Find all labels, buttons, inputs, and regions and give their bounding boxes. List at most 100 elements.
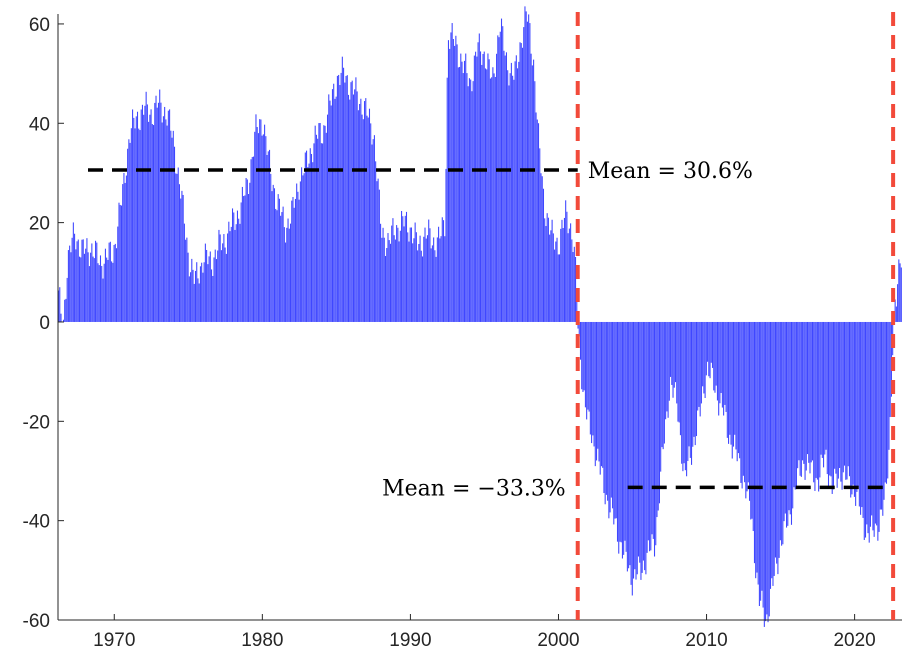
- bar: [433, 237, 435, 322]
- bar: [774, 321, 776, 558]
- bar: [476, 56, 478, 322]
- bar: [731, 321, 733, 459]
- bar: [878, 321, 880, 532]
- bar: [64, 299, 66, 322]
- bar: [243, 196, 245, 322]
- bar: [809, 321, 811, 474]
- bar: [325, 132, 327, 322]
- bar: [634, 321, 636, 570]
- bar: [753, 321, 756, 564]
- bar: [426, 235, 429, 322]
- bar: [196, 262, 198, 322]
- bar: [173, 146, 176, 322]
- bar: [377, 178, 379, 322]
- bar: [565, 200, 567, 322]
- bar: [202, 272, 204, 322]
- bar: [72, 222, 74, 322]
- bar: [144, 105, 146, 322]
- bar: [721, 321, 723, 408]
- bar: [514, 61, 516, 322]
- bar: [117, 226, 119, 322]
- bar: [345, 76, 347, 322]
- bar: [434, 250, 436, 322]
- bar: [613, 321, 615, 525]
- bar: [839, 321, 841, 468]
- bar: [491, 77, 493, 322]
- bar: [355, 77, 357, 322]
- bar: [471, 91, 473, 322]
- bar: [346, 75, 348, 322]
- bar: [69, 245, 71, 322]
- bar: [739, 321, 741, 459]
- bar: [555, 241, 557, 322]
- bar: [209, 251, 211, 322]
- bar: [181, 190, 183, 322]
- bar: [845, 321, 847, 480]
- bar: [306, 150, 308, 322]
- bar: [278, 198, 280, 322]
- bar: [649, 321, 651, 552]
- bar: [736, 321, 738, 462]
- bar: [684, 321, 686, 471]
- bar: [857, 321, 859, 488]
- bar: [282, 206, 284, 322]
- bar: [486, 69, 488, 322]
- bar: [558, 254, 561, 322]
- bar: [752, 321, 754, 532]
- bar: [658, 321, 660, 504]
- bar: [551, 219, 553, 322]
- bar: [760, 321, 762, 601]
- bar: [91, 243, 93, 322]
- bars-layer: [58, 6, 902, 627]
- y-tick-label: 20: [29, 214, 50, 235]
- bar: [463, 60, 466, 322]
- bar: [767, 321, 769, 623]
- bar: [608, 321, 610, 519]
- bar: [136, 111, 139, 322]
- bar: [742, 321, 744, 476]
- bar: [211, 269, 213, 322]
- bar: [577, 321, 579, 329]
- bar: [818, 321, 820, 492]
- bar: [526, 21, 528, 322]
- bar: [365, 98, 367, 322]
- bar: [587, 321, 589, 410]
- bar: [869, 321, 871, 527]
- bar: [860, 321, 862, 515]
- bar: [750, 321, 752, 520]
- bar: [320, 143, 322, 322]
- bar: [334, 98, 336, 322]
- bar: [718, 321, 720, 416]
- bar: [592, 321, 594, 436]
- bar: [728, 321, 730, 444]
- bar: [747, 321, 749, 483]
- bar: [808, 321, 810, 463]
- bar: [673, 321, 675, 388]
- bar: [58, 290, 60, 322]
- bar: [272, 184, 274, 322]
- bar: [254, 131, 256, 322]
- bar: [894, 299, 896, 322]
- bar: [720, 321, 722, 394]
- bar: [496, 53, 498, 322]
- bar: [248, 194, 250, 322]
- bar: [244, 195, 246, 322]
- bar: [493, 73, 495, 322]
- bar: [161, 122, 163, 322]
- bar: [298, 199, 300, 322]
- bar: [783, 321, 785, 522]
- bar: [602, 321, 604, 468]
- bar: [825, 321, 827, 450]
- bar: [297, 191, 299, 322]
- bar: [403, 226, 405, 322]
- bar: [228, 221, 230, 322]
- y-tick-label: -20: [23, 412, 50, 433]
- bar: [628, 321, 630, 569]
- bar: [642, 321, 644, 561]
- bar: [162, 116, 164, 322]
- bar: [604, 321, 606, 505]
- bar: [251, 156, 253, 322]
- bar: [167, 110, 169, 322]
- bar: [166, 125, 168, 322]
- bar: [876, 321, 878, 526]
